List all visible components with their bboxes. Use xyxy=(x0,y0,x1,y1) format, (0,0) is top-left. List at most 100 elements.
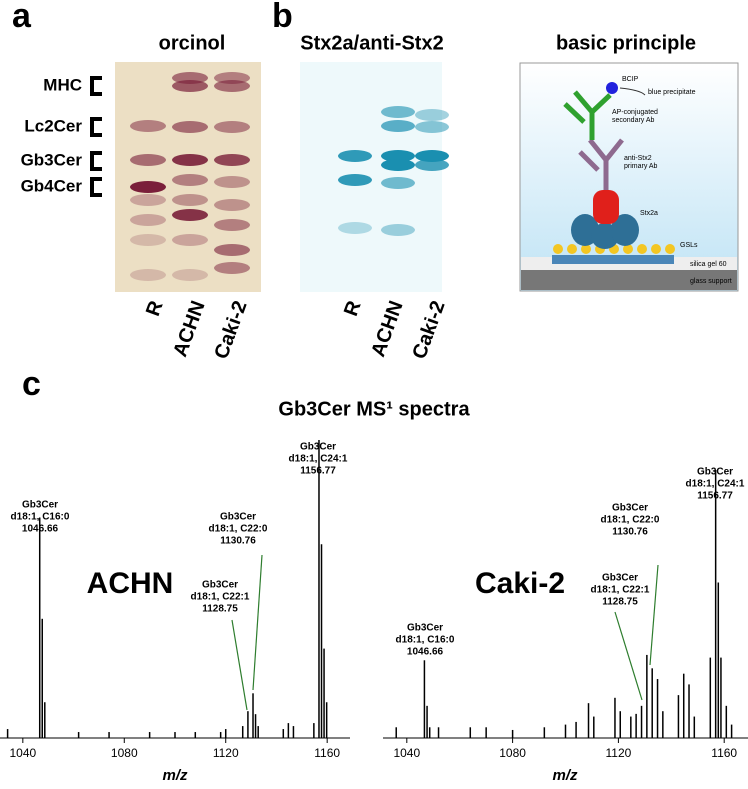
band xyxy=(172,174,208,186)
band xyxy=(130,120,166,132)
band xyxy=(130,234,166,246)
peak-annotation: d18:1, C24:1 xyxy=(289,454,348,465)
x-axis-label: m/z xyxy=(162,767,188,784)
band xyxy=(214,199,250,211)
peak-annotation: Gb3Cer xyxy=(407,623,443,634)
peak-annotation: Gb3Cer xyxy=(300,442,336,453)
x-tick-label: 1080 xyxy=(499,746,526,760)
band xyxy=(338,222,372,234)
band xyxy=(381,150,415,162)
lane-label: R xyxy=(142,297,168,319)
band xyxy=(130,214,166,226)
overlay-plate xyxy=(300,62,442,292)
scheme-label: primary Ab xyxy=(624,163,658,170)
band xyxy=(415,109,449,121)
panel-title: basic principle xyxy=(556,32,696,54)
scheme-label: AP-conjugated xyxy=(612,109,658,116)
peak-annotation: d18:1, C16:0 xyxy=(396,635,455,646)
band xyxy=(214,121,250,133)
band xyxy=(381,224,415,236)
band xyxy=(130,181,166,193)
band xyxy=(381,177,415,189)
band xyxy=(214,262,250,274)
x-tick-label: 1040 xyxy=(9,746,36,760)
band xyxy=(172,80,208,92)
panel-title: Stx2a/anti-Stx2 xyxy=(300,32,443,54)
scheme-label: blue precipitate xyxy=(648,89,696,96)
leader-line xyxy=(614,611,643,701)
sample-label: ACHN xyxy=(87,567,174,600)
band xyxy=(172,269,208,281)
band-label: Gb3Cer xyxy=(21,150,83,169)
band xyxy=(214,154,250,166)
lane-label: ACHN xyxy=(367,298,407,360)
x-tick-label: 1120 xyxy=(213,746,239,760)
scheme-label: silica gel 60 xyxy=(690,261,727,268)
principle-scheme: BCIP blue precipitate AP-conjugated seco… xyxy=(519,62,739,292)
peak-annotation: d18:1, C22:1 xyxy=(191,592,250,603)
lane-label: R xyxy=(340,297,366,319)
band-label: Gb4Cer xyxy=(21,176,83,195)
band xyxy=(381,159,415,171)
peak-annotation: d18:1, C22:0 xyxy=(209,524,268,535)
peak-annotation: Gb3Cer xyxy=(697,467,733,478)
peak-annotation: Gb3Cer xyxy=(612,503,648,514)
peak-annotation: d18:1, C16:0 xyxy=(11,512,70,523)
band xyxy=(338,174,372,186)
scheme-label: BCIP xyxy=(622,76,639,83)
x-tick-label: 1160 xyxy=(314,746,340,760)
band xyxy=(172,194,208,206)
band xyxy=(381,120,415,132)
peak-annotation: d18:1, C24:1 xyxy=(686,479,745,490)
band xyxy=(214,176,250,188)
peak-annotation: 1130.76 xyxy=(612,527,648,538)
leader-line xyxy=(252,554,263,691)
peak-annotation: 1128.75 xyxy=(202,604,238,615)
band xyxy=(130,154,166,166)
band-label: MHC xyxy=(43,75,82,94)
peak-annotation: 1156.77 xyxy=(300,466,336,477)
x-axis-label: m/z xyxy=(552,767,578,784)
band-label: Lc2Cer xyxy=(24,116,82,135)
panel-title: Gb3Cer MS¹ spectra xyxy=(278,398,470,420)
scheme-label: Stx2a xyxy=(640,210,658,217)
peak-annotation: d18:1, C22:1 xyxy=(591,585,650,596)
lane-label: ACHN xyxy=(169,298,209,360)
peak-annotation: Gb3Cer xyxy=(202,580,238,591)
x-tick-label: 1080 xyxy=(111,746,138,760)
peak-annotation: Gb3Cer xyxy=(220,512,256,523)
band xyxy=(381,106,415,118)
scheme-label: GSLs xyxy=(680,242,698,249)
band xyxy=(172,154,208,166)
lane-label: Caki-2 xyxy=(408,298,449,362)
peak-annotation: 1128.75 xyxy=(602,597,638,608)
panel-label: a xyxy=(12,0,32,35)
peak-annotation: d18:1, C22:0 xyxy=(601,515,660,526)
peak-annotation: Gb3Cer xyxy=(602,573,638,584)
band xyxy=(214,219,250,231)
band xyxy=(415,159,449,171)
panel-label: b xyxy=(272,0,293,35)
band xyxy=(130,194,166,206)
peak-annotation: 1130.76 xyxy=(220,536,256,547)
band xyxy=(415,150,449,162)
band xyxy=(214,244,250,256)
band xyxy=(172,121,208,133)
scheme-label: anti-Stx2 xyxy=(624,155,652,162)
x-tick-label: 1160 xyxy=(711,746,737,760)
band xyxy=(172,234,208,246)
scheme-label: secondary Ab xyxy=(612,117,655,124)
peak-annotation: Gb3Cer xyxy=(22,500,58,511)
x-tick-label: 1040 xyxy=(393,746,420,760)
peak-annotation: 1156.77 xyxy=(697,491,733,502)
sample-label: Caki-2 xyxy=(475,567,565,600)
panel-title: orcinol xyxy=(159,32,226,54)
scheme-label: glass support xyxy=(690,278,732,285)
peak-annotation: 1046.66 xyxy=(407,647,444,658)
peak-annotation: 1046.66 xyxy=(22,524,59,535)
band xyxy=(415,121,449,133)
leader-line xyxy=(231,619,248,711)
lane-label: Caki-2 xyxy=(210,298,251,362)
band xyxy=(338,150,372,162)
